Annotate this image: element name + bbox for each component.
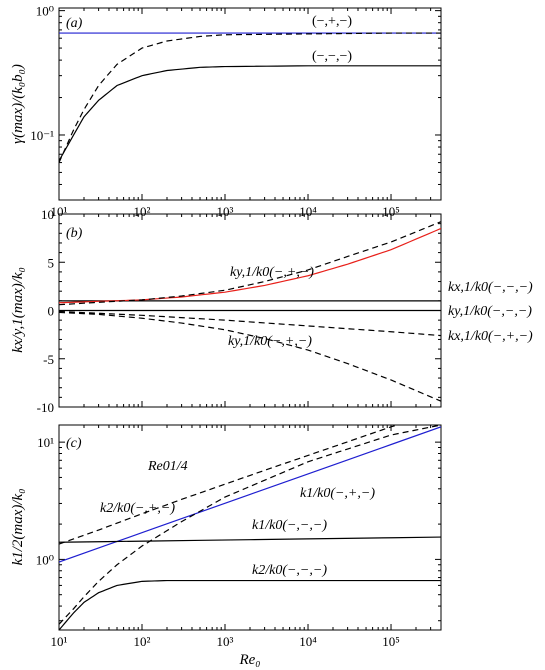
panel-a-series-2 bbox=[59, 65, 441, 162]
panel-c-xtick-label-1: 10² bbox=[134, 634, 151, 649]
panel-b-series-4 bbox=[59, 310, 441, 337]
panel-b-annot-ky-upper: ky,1/k0(−,+,−) bbox=[230, 265, 314, 280]
panel-c-series-2 bbox=[59, 425, 441, 625]
panel-a-annot-mmm: (−,−,−) bbox=[312, 49, 352, 64]
panel-c-annot-k1-pmp: k1/k0(−,+,−) bbox=[300, 486, 375, 501]
panel-b-ytick-label-1: -5 bbox=[43, 352, 54, 367]
panel-a: (a) γ(max)/(k₀b₀) 10¹ 10² 10³ 10⁴ 10⁵10⁻¹10⁰… bbox=[10, 4, 442, 219]
panel-a-xtick-label-0: 10¹ bbox=[51, 204, 68, 219]
panel-c-ytick-label-1: 10¹ bbox=[37, 435, 54, 450]
panel-b-ylabel: kx/y,1(max)/k₀ bbox=[10, 267, 26, 353]
panel-b-ytick-label-4: 10 bbox=[41, 207, 54, 222]
panel-b-series-5 bbox=[59, 311, 441, 402]
panel-c-xtick-label-3: 10⁴ bbox=[299, 634, 317, 649]
x-axis-label: Re₀ bbox=[238, 652, 260, 668]
panel-b-annot-right-1: kx,1/k0(−,−,−) bbox=[448, 280, 533, 295]
panel-a-ylabel-text: γ(max)/(k₀b₀) bbox=[10, 64, 26, 144]
panel-c-ytick-label-0: 10⁰ bbox=[36, 552, 54, 567]
panel-a-xtick-label-4: 10⁵ bbox=[382, 204, 400, 219]
panel-b-annot-right-2: ky,1/k0(−,−,−) bbox=[448, 304, 532, 319]
panel-c-annot-k2-pmp: k2/k0(−,+,−) bbox=[100, 501, 175, 516]
panel-b-ytick-label-2: 0 bbox=[48, 304, 55, 319]
panel-c-xtick-label-2: 10³ bbox=[217, 634, 234, 649]
panel-c-xtick-label-0: 10¹ bbox=[51, 634, 68, 649]
panel-c-plot: 10¹ 10² 10³ 10⁴ 10⁵ 10⁰ 10¹ bbox=[36, 425, 442, 649]
panel-c-annot-re: Re01/4 bbox=[147, 459, 188, 474]
panel-b-ytick-label-0: -10 bbox=[37, 400, 54, 415]
panel-c-series-3 bbox=[59, 536, 441, 543]
panel-b: (b) kx/y,1(max)/k₀ -10 -5 0 5 10 ky,1/k0(−,+… bbox=[10, 207, 533, 415]
panel-c-series-0 bbox=[59, 426, 441, 563]
panel-a-annot-pmp: (−,+,−) bbox=[312, 14, 352, 29]
panel-c-series-1 bbox=[59, 425, 400, 545]
panel-a-ylabel: γ(max)/(k₀b₀) bbox=[10, 64, 26, 144]
panel-b-annot-right-3: kx,1/k0(−,+,−) bbox=[448, 329, 533, 344]
panel-c-ylabel-text: k1/2(max)/k₀ bbox=[10, 489, 26, 566]
panel-b-series-3 bbox=[59, 221, 441, 306]
panel-c-annot-k2-mmm: k2/k0(−,−,−) bbox=[252, 563, 327, 578]
panel-c-label: (c) bbox=[66, 436, 82, 451]
panel-c-frame bbox=[58, 424, 442, 631]
panel-a-series-1 bbox=[59, 32, 441, 163]
panel-b-annot-ky-lower: ky,1/k0(−,+,−) bbox=[228, 334, 312, 349]
panel-a-ytick-label-1: 10⁰ bbox=[36, 4, 54, 19]
panel-c-series-4 bbox=[59, 579, 441, 630]
panel-a-ytick-label-0: 10⁻¹ bbox=[30, 128, 54, 143]
panel-c-ylabel: k1/2(max)/k₀ bbox=[10, 489, 26, 566]
panel-a-frame bbox=[58, 7, 442, 201]
panel-a-label: (a) bbox=[66, 16, 83, 31]
panel-c-annot-k1-mmm: k1/k0(−,−,−) bbox=[252, 518, 327, 533]
panel-c: (c) k1/2(max)/k₀ 10¹ 10² 10³ 10⁴ 10⁵ 10⁰ 10¹ R… bbox=[10, 424, 442, 649]
panel-b-label: (b) bbox=[66, 226, 83, 241]
panel-b-plot: -10 -5 0 5 10 bbox=[37, 207, 442, 415]
panel-b-ylabel-text: kx/y,1(max)/k₀ bbox=[10, 267, 26, 353]
panel-b-ytick-label-3: 5 bbox=[48, 255, 55, 270]
panel-c-xtick-label-4: 10⁵ bbox=[382, 634, 400, 649]
